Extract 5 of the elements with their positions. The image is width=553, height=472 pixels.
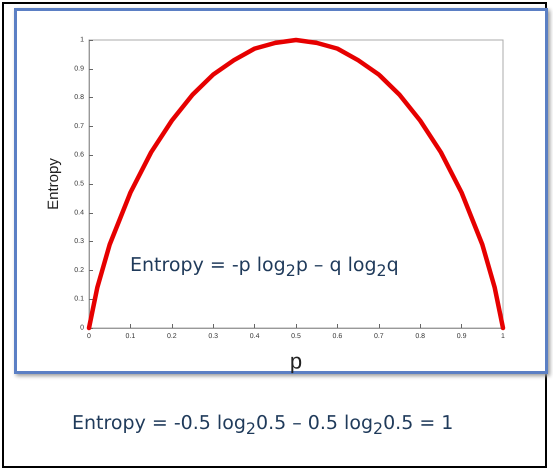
annotation: Entropy = -p log$_{2}$p – q log$_{2}$q — [130, 254, 399, 280]
y-axis-title: Entropy — [45, 158, 62, 210]
line-series — [86, 38, 506, 330]
x-axis-title: p — [290, 348, 302, 374]
text: Entropy = -0.5 log$_{2}$0.5 – 0.5 log$_{2}$0.5 = 1 — [72, 412, 454, 438]
